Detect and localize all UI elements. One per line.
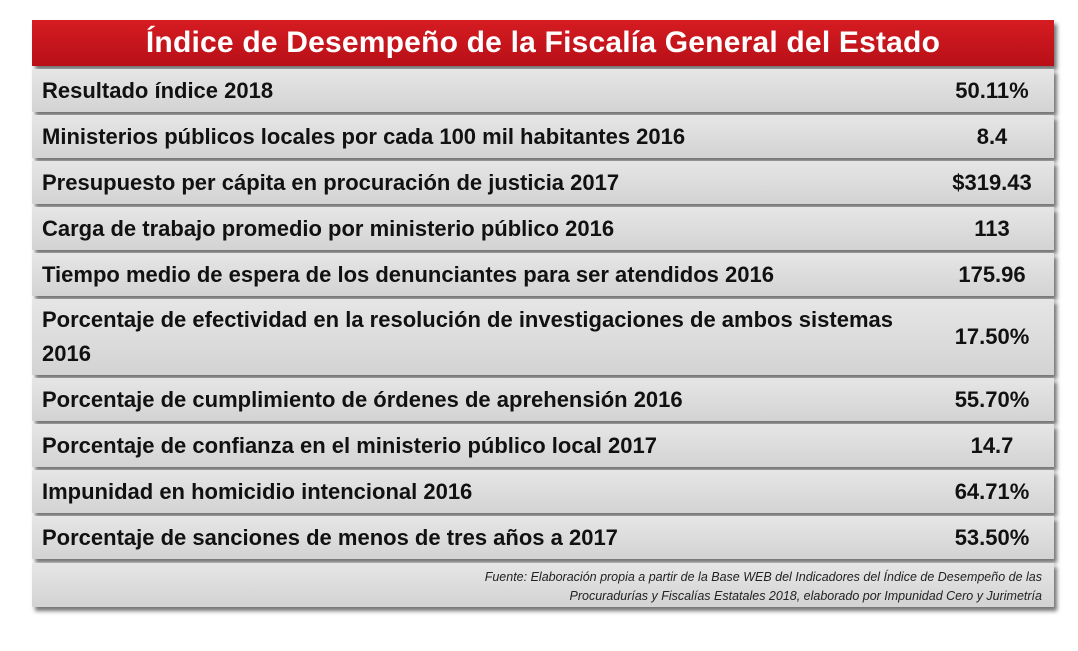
row-label: Impunidad en homicidio intencional 2016 [42, 478, 473, 504]
source-note: Fuente: Elaboración propia a partir de l… [32, 563, 1054, 607]
table-row: Presupuesto per cápita en procuración de… [32, 161, 1054, 204]
row-label: Resultado índice 2018 [42, 77, 274, 103]
source-line-2: Procuradurías y Fiscalías Estatales 2018… [569, 589, 1042, 603]
table-row: Porcentaje de cumplimiento de órdenes de… [32, 378, 1054, 421]
table-row: Porcentaje de sanciones de menos de tres… [32, 516, 1054, 559]
row-label: Ministerios públicos locales por cada 10… [42, 123, 686, 149]
table-row: Tiempo medio de espera de los denunciant… [32, 253, 1054, 296]
row-label: Porcentaje de efectividad en la resoluci… [42, 307, 893, 366]
row-value: 50.11% [955, 77, 1029, 103]
row-value: $319.43 [952, 169, 1032, 195]
row-value: 17.50% [954, 324, 1030, 349]
row-value: 55.70% [954, 386, 1030, 412]
table-row: Ministerios públicos locales por cada 10… [32, 115, 1054, 158]
row-value: 175.96 [958, 261, 1026, 287]
row-value: 113 [974, 215, 1010, 241]
table-row: Carga de trabajo promedio por ministerio… [32, 207, 1054, 250]
indicator-table: Índice de Desempeño de la Fiscalía Gener… [32, 20, 1054, 607]
row-value: 53.50% [954, 524, 1030, 550]
row-label: Porcentaje de cumplimiento de órdenes de… [42, 386, 683, 412]
row-label: Presupuesto per cápita en procuración de… [42, 169, 620, 195]
row-label: Porcentaje de confianza en el ministerio… [42, 432, 657, 458]
table-row: Impunidad en homicidio intencional 2016 … [32, 470, 1054, 513]
row-label: Carga de trabajo promedio por ministerio… [42, 215, 615, 241]
table-row: Resultado índice 2018 50.11% [32, 69, 1054, 112]
table-row: Porcentaje de efectividad en la resoluci… [32, 299, 1054, 375]
row-label: Tiempo medio de espera de los denunciant… [42, 261, 774, 287]
table-row: Porcentaje de confianza en el ministerio… [32, 424, 1054, 467]
row-value: 8.4 [976, 123, 1008, 149]
row-value: 64.71% [954, 478, 1030, 504]
row-label: Porcentaje de sanciones de menos de tres… [42, 524, 618, 550]
row-value: 14.7 [970, 432, 1014, 458]
table-title: Índice de Desempeño de la Fiscalía Gener… [32, 20, 1054, 66]
source-line-1: Fuente: Elaboración propia a partir de l… [484, 570, 1042, 584]
